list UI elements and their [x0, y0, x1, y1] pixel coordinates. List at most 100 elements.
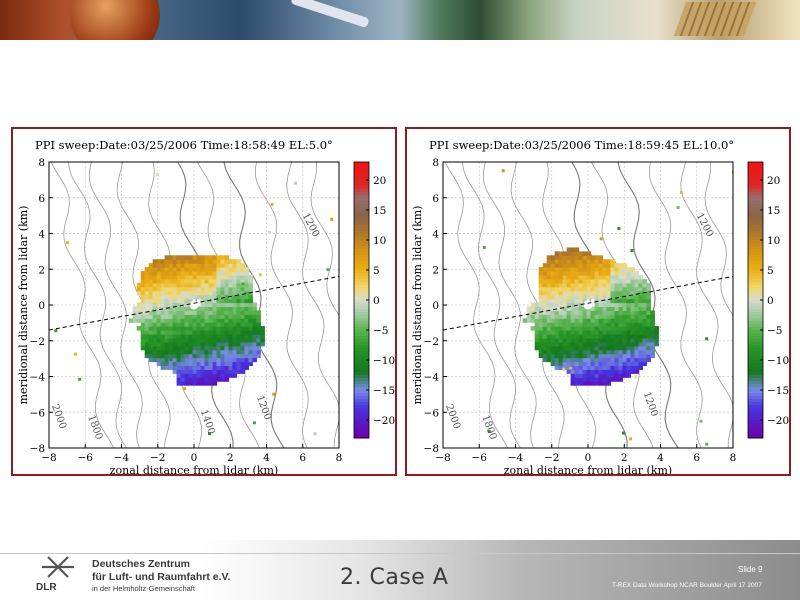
velocity-cell — [140, 314, 146, 319]
velocity-cell — [216, 341, 222, 347]
velocity-cell — [606, 298, 612, 304]
velocity-cell — [590, 365, 596, 370]
velocity-cell — [618, 369, 624, 374]
colorbar-segment — [354, 210, 369, 214]
velocity-cell — [212, 365, 218, 370]
velocity-cell — [176, 322, 182, 327]
velocity-cell — [602, 318, 608, 323]
beam-line — [443, 275, 733, 331]
velocity-cell — [192, 286, 198, 292]
velocity-cell — [204, 310, 210, 315]
velocity-cell — [654, 330, 659, 335]
velocity-cell — [208, 255, 214, 260]
colorbar-segment — [748, 390, 763, 394]
colorbar-tick-label: 5 — [767, 265, 774, 277]
velocity-cell — [232, 314, 238, 319]
velocity-cell — [148, 337, 154, 343]
velocity-cell — [610, 306, 616, 311]
velocity-cell — [172, 314, 178, 319]
colorbar-segment — [748, 429, 763, 433]
footer-note: T-REX Data Workshop NCAR Boulder April 1… — [612, 582, 762, 589]
velocity-cell — [232, 290, 238, 296]
velocity-cell — [144, 345, 150, 351]
velocity-cell — [144, 322, 150, 327]
velocity-cell — [610, 341, 616, 347]
velocity-cell — [172, 302, 178, 308]
velocity-cell — [200, 353, 206, 359]
velocity-cell — [578, 255, 584, 260]
velocity-cell — [590, 282, 596, 288]
velocity-cell — [562, 282, 568, 288]
velocity-cell — [156, 290, 162, 296]
velocity-cell — [614, 294, 620, 300]
x-tick-label: −8 — [41, 452, 56, 464]
velocity-cell — [618, 377, 624, 382]
velocity-cell — [586, 282, 592, 288]
colorbar-segment — [748, 360, 763, 364]
colorbar-segment — [354, 228, 369, 232]
velocity-cell — [212, 259, 218, 264]
colorbar-segment — [354, 219, 369, 223]
velocity-cell — [216, 278, 222, 284]
velocity-cell — [140, 345, 146, 351]
velocity-cell — [228, 357, 234, 363]
velocity-cell — [192, 357, 198, 363]
colorbar-segment — [354, 273, 369, 277]
velocity-cell — [224, 361, 230, 367]
velocity-cell — [240, 298, 245, 304]
velocity-cell — [598, 377, 604, 382]
velocity-cell — [642, 353, 647, 359]
velocity-cell — [618, 314, 624, 319]
velocity-cell — [578, 337, 584, 343]
velocity-cell — [164, 337, 170, 343]
velocity-cell — [542, 330, 548, 335]
velocity-cell — [638, 322, 643, 327]
velocity-cell — [546, 318, 552, 323]
velocity-cell — [586, 286, 592, 292]
velocity-cell — [570, 290, 576, 296]
velocity-cell — [156, 310, 162, 315]
velocity-cell — [184, 365, 190, 370]
velocity-cell — [554, 326, 560, 331]
velocity-cell — [570, 247, 576, 252]
velocity-cell — [140, 333, 146, 339]
velocity-cell — [558, 294, 564, 300]
velocity-cell — [220, 318, 226, 323]
velocity-cell — [196, 373, 202, 378]
velocity-cell — [232, 361, 238, 367]
y-tick-label: −2 — [30, 336, 45, 348]
velocity-cell — [582, 377, 588, 382]
velocity-cell — [594, 314, 600, 319]
velocity-cell — [228, 337, 234, 343]
velocity-cell — [176, 318, 182, 323]
velocity-cell — [598, 345, 604, 351]
velocity-cell — [224, 353, 230, 359]
velocity-cell — [164, 326, 170, 331]
velocity-cell — [550, 326, 556, 331]
velocity-cell — [180, 333, 186, 339]
colorbar-segment — [354, 378, 369, 382]
velocity-cell — [546, 267, 552, 272]
velocity-cell — [188, 290, 194, 296]
velocity-cell — [256, 310, 261, 315]
velocity-cell — [646, 326, 651, 331]
velocity-cell — [582, 369, 588, 374]
velocity-cell — [172, 271, 178, 276]
velocity-cell — [570, 298, 576, 304]
velocity-cell — [618, 318, 624, 323]
velocity-cell — [188, 349, 194, 355]
velocity-cell — [164, 341, 170, 347]
velocity-cell — [160, 274, 166, 280]
velocity-cell — [570, 302, 576, 308]
velocity-cell — [622, 357, 628, 363]
velocity-cell — [164, 255, 170, 260]
velocity-cell — [606, 306, 612, 311]
velocity-cell — [208, 381, 214, 386]
velocity-cell — [630, 267, 635, 272]
velocity-cell — [188, 365, 194, 370]
velocity-cell — [642, 278, 647, 284]
colorbar-segment — [354, 168, 369, 172]
velocity-cell — [208, 337, 214, 343]
velocity-cell — [646, 333, 651, 339]
velocity-speck — [155, 172, 159, 176]
